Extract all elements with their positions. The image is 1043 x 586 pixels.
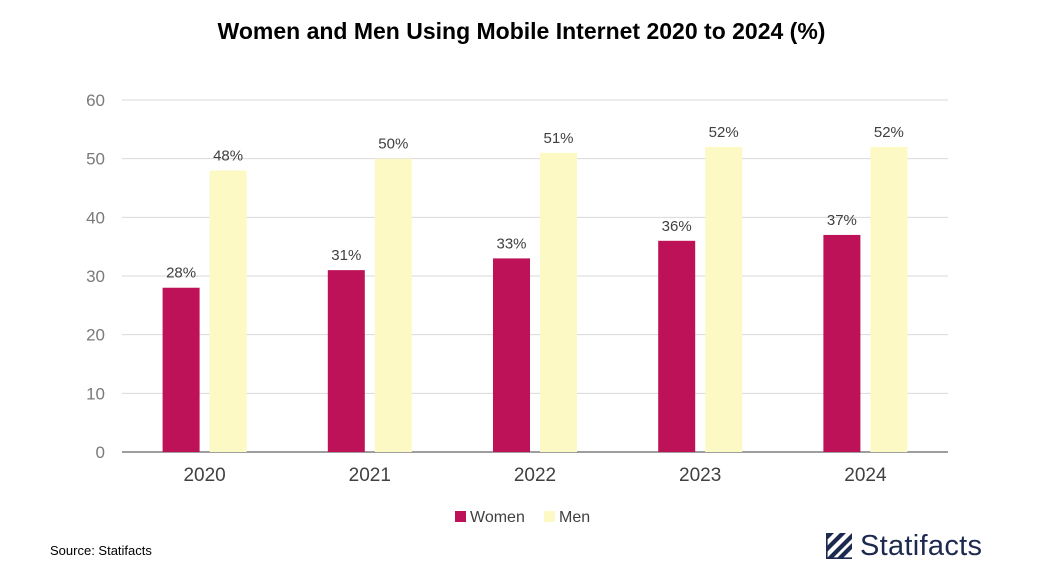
bar-men-2020 xyxy=(209,170,247,452)
bar-women-2020 xyxy=(162,287,200,452)
statifacts-logo-icon xyxy=(826,533,852,559)
x-tick-label: 2020 xyxy=(183,465,225,486)
data-label-men-2020: 48% xyxy=(213,147,243,164)
y-axis-ticks: 0 10 20 30 40 50 60 xyxy=(86,91,105,462)
bar-women-2023 xyxy=(658,240,696,452)
grid-lines xyxy=(122,99,948,453)
y-tick-label: 20 xyxy=(86,326,105,345)
chart-title: Women and Men Using Mobile Internet 2020… xyxy=(217,18,826,44)
y-tick-label: 40 xyxy=(86,208,105,227)
y-tick-label: 50 xyxy=(86,150,105,169)
data-label-women-2024: 37% xyxy=(827,212,857,229)
bar-women-2022 xyxy=(493,258,530,452)
data-label-women-2021: 31% xyxy=(331,247,361,264)
bars xyxy=(162,146,908,453)
brand-logo: Statifacts xyxy=(824,528,982,564)
bar-women-2021 xyxy=(327,270,365,452)
bar-men-2023 xyxy=(705,146,743,452)
data-label-men-2023: 52% xyxy=(709,124,739,141)
data-label-men-2024: 52% xyxy=(874,124,904,141)
y-tick-label: 60 xyxy=(86,91,105,110)
legend: Women Men xyxy=(455,509,590,526)
legend-swatch-women xyxy=(455,511,466,522)
data-label-men-2022: 51% xyxy=(543,130,573,147)
brand-name: Statifacts xyxy=(860,529,983,562)
x-tick-label: 2022 xyxy=(514,465,556,486)
bar-women-2024 xyxy=(823,234,861,452)
data-label-women-2020: 28% xyxy=(166,265,196,282)
y-tick-label: 30 xyxy=(86,267,105,286)
bar-men-2021 xyxy=(374,158,412,452)
source-note: Source: Statifacts xyxy=(50,543,152,558)
data-label-women-2023: 36% xyxy=(662,218,692,235)
y-tick-label: 10 xyxy=(86,384,105,403)
legend-label-women: Women xyxy=(470,509,525,526)
data-labels: 28% 48% 31% 50% 33% 51% 36% 52% 37% 52% xyxy=(166,124,904,282)
bar-men-2022 xyxy=(540,152,577,453)
x-tick-label: 2021 xyxy=(349,465,391,486)
x-tick-label: 2024 xyxy=(844,465,887,486)
data-label-men-2021: 50% xyxy=(378,136,408,153)
y-tick-label: 0 xyxy=(96,443,105,462)
bar-men-2024 xyxy=(870,146,908,452)
legend-label-men: Men xyxy=(559,509,590,526)
data-label-women-2022: 33% xyxy=(496,235,526,252)
legend-swatch-men xyxy=(544,511,555,522)
x-axis-ticks: 2020 2021 2022 2023 2024 xyxy=(183,465,887,486)
x-tick-label: 2023 xyxy=(679,465,721,486)
